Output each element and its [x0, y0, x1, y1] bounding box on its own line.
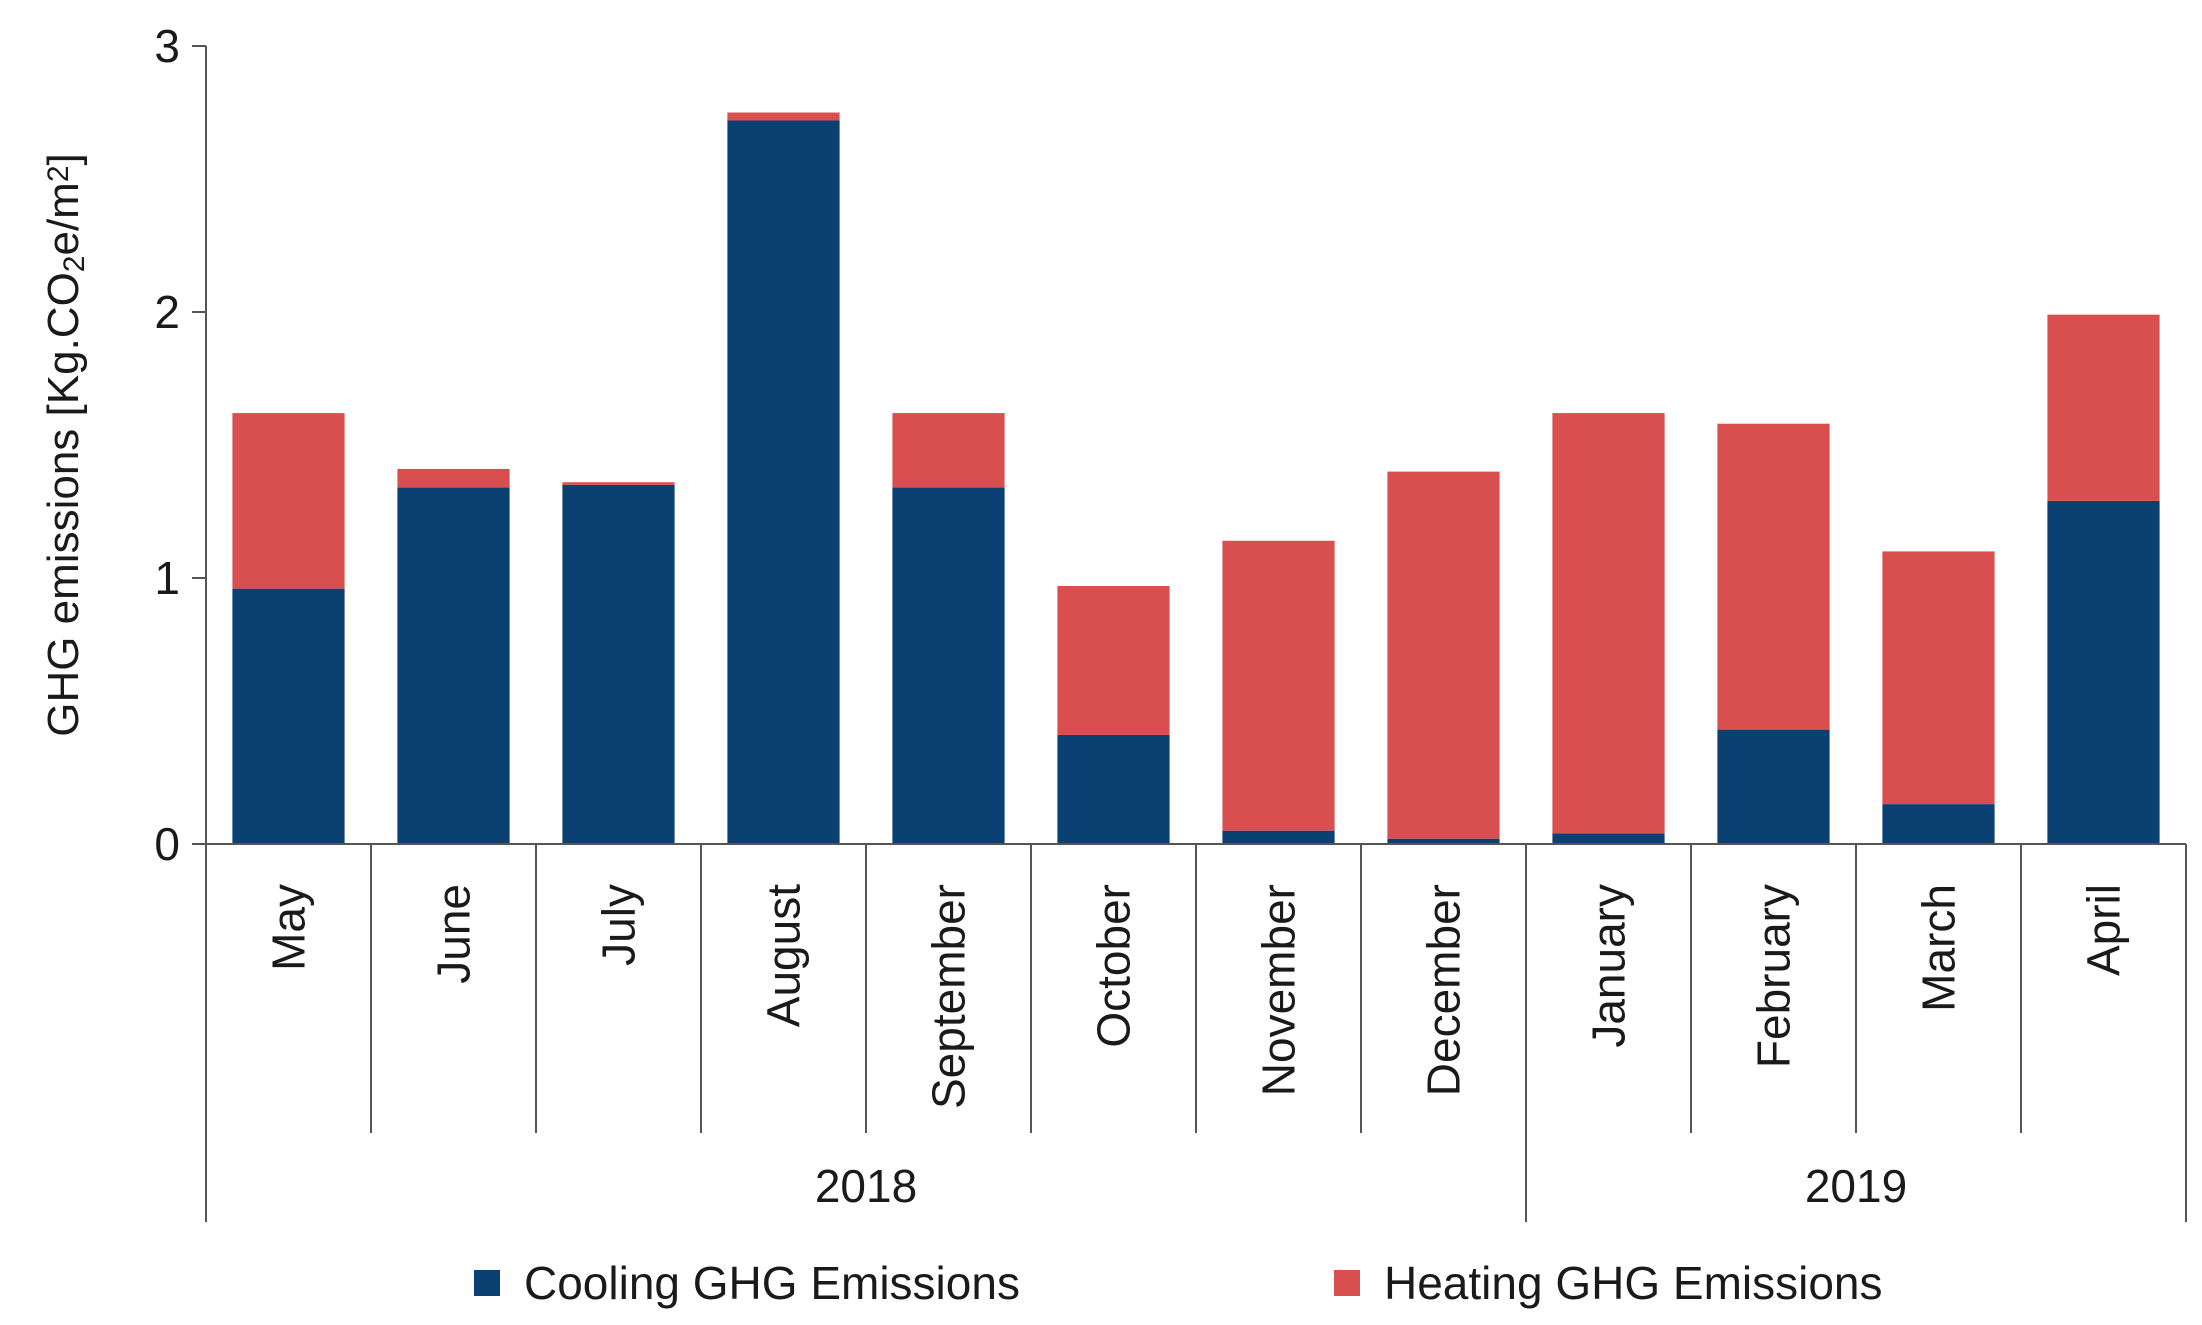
bar-april-heating: [2047, 314, 2160, 501]
y-tick-label: 1: [154, 552, 180, 604]
y-axis-label-subscript: 2: [58, 256, 91, 273]
bar-november-cooling: [1222, 830, 1335, 844]
y-axis-label-text: GHG emissions [Kg.CO: [39, 272, 88, 737]
bar-june-cooling: [397, 487, 510, 844]
bar-january-cooling: [1552, 833, 1665, 844]
bar-september-cooling: [892, 487, 1005, 844]
x-tick-label-august: August: [758, 884, 810, 1027]
bar-august-heating: [727, 112, 840, 121]
x-tick-label-february: February: [1748, 884, 1800, 1068]
x-axis: May June July August September October Novembe…: [205, 843, 2187, 1222]
y-axis-title: GHG emissions [Kg.CO2e/m2]: [39, 153, 91, 737]
x-group-label-2019: 2019: [1805, 1160, 1907, 1212]
y-tick-label: 2: [154, 286, 180, 338]
bar-october-cooling: [1057, 734, 1170, 844]
x-tick-label-july: July: [593, 884, 645, 966]
x-tick-label-april: April: [2078, 884, 2130, 976]
x-tick-label-october: October: [1088, 884, 1140, 1048]
y-axis-label: GHG emissions [Kg.CO2e/m2]: [39, 153, 91, 737]
bar-may-heating: [232, 413, 345, 589]
x-tick-label-november: November: [1253, 884, 1305, 1096]
x-tick-label-may: May: [263, 884, 315, 971]
bar-july-heating: [562, 482, 675, 485]
x-tick-label-september: September: [923, 884, 975, 1109]
bar-july-cooling: [562, 484, 675, 844]
y-axis-label-text: e/m: [39, 182, 88, 255]
y-axis-label-superscript: 2: [42, 165, 75, 182]
y-axis: 0 1 2 3: [154, 20, 207, 870]
bar-february-heating: [1717, 423, 1830, 730]
bar-june-heating: [397, 468, 510, 488]
legend: Cooling GHG Emissions Heating GHG Emissio…: [474, 1257, 1883, 1309]
x-group-label-2018: 2018: [815, 1160, 917, 1212]
bar-december-heating: [1387, 471, 1500, 839]
x-tick-label-january: January: [1583, 884, 1635, 1048]
bar-february-cooling: [1717, 729, 1830, 844]
legend-label-heating: Heating GHG Emissions: [1384, 1257, 1883, 1309]
bar-january-heating: [1552, 413, 1665, 834]
bar-march-cooling: [1882, 804, 1995, 844]
legend-swatch-cooling: [474, 1270, 500, 1296]
bar-september-heating: [892, 413, 1005, 488]
legend-swatch-heating: [1334, 1270, 1360, 1296]
y-axis-label-text: ]: [39, 153, 88, 165]
bar-april-cooling: [2047, 500, 2160, 844]
x-tick-label-june: June: [428, 884, 480, 984]
bars: [232, 112, 2160, 845]
bar-march-heating: [1882, 551, 1995, 805]
bar-october-heating: [1057, 585, 1170, 735]
legend-label-cooling: Cooling GHG Emissions: [524, 1257, 1020, 1309]
x-tick-label-march: March: [1913, 884, 1965, 1012]
bar-may-cooling: [232, 588, 345, 844]
y-tick-label: 0: [154, 818, 180, 870]
y-tick-label: 3: [154, 20, 180, 72]
bar-august-cooling: [727, 120, 840, 845]
x-tick-label-december: December: [1418, 884, 1470, 1096]
bar-december-cooling: [1387, 838, 1500, 844]
bar-november-heating: [1222, 540, 1335, 831]
